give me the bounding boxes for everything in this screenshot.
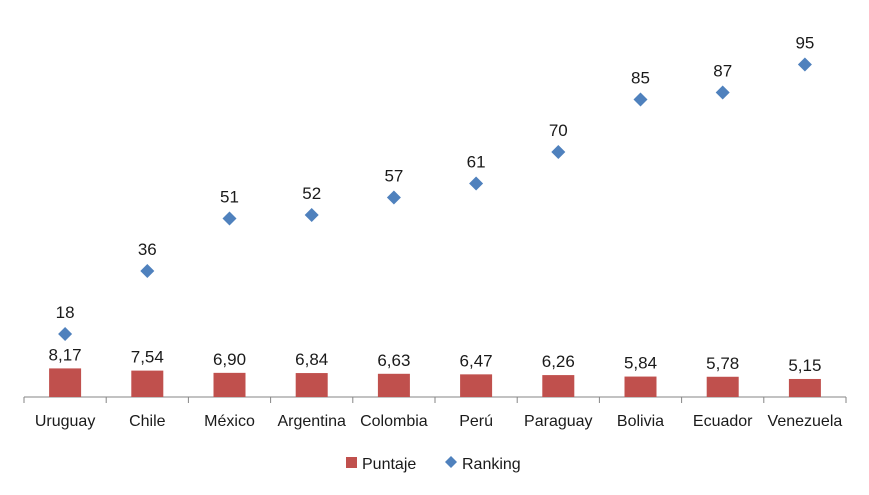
bar-puntaje: [706, 376, 739, 397]
data-label-puntaje: 8,17: [49, 345, 82, 364]
x-tick-label: Argentina: [277, 413, 346, 430]
data-label-ranking: 51: [220, 188, 239, 207]
legend-label-puntaje: Puntaje: [362, 456, 416, 473]
data-label-ranking: 95: [795, 34, 814, 53]
data-label-puntaje: 7,54: [131, 348, 164, 367]
data-label-puntaje: 5,15: [788, 356, 821, 375]
data-label-ranking: 18: [56, 303, 75, 322]
legend-marker-ranking: [445, 456, 457, 468]
x-tick-label: Colombia: [360, 413, 428, 430]
x-tick-label: Ecuador: [693, 413, 753, 430]
marker-ranking: [469, 176, 484, 191]
x-tick-label: Paraguay: [524, 413, 593, 430]
bar-puntaje: [377, 373, 410, 397]
bar-puntaje: [460, 374, 493, 397]
marker-ranking: [222, 211, 237, 226]
x-tick-label: Chile: [129, 413, 166, 430]
bar-puntaje: [788, 378, 821, 397]
x-tick-label: México: [204, 413, 255, 430]
legend-swatch-puntaje: [346, 457, 357, 468]
data-label-ranking: 85: [631, 69, 650, 88]
data-label-puntaje: 6,63: [377, 351, 410, 370]
bar-puntaje: [49, 368, 82, 397]
marker-ranking: [386, 190, 401, 205]
x-tick-label: Perú: [459, 413, 493, 430]
marker-ranking: [58, 327, 73, 341]
marker-ranking: [140, 264, 155, 278]
data-label-puntaje: 6,84: [295, 350, 328, 369]
marker-ranking: [715, 85, 730, 100]
data-label-puntaje: 5,78: [706, 354, 739, 373]
data-label-ranking: 61: [467, 153, 486, 172]
x-tick-label: Uruguay: [35, 413, 95, 430]
marker-ranking: [304, 208, 319, 222]
data-label-ranking: 70: [549, 121, 568, 140]
data-label-ranking: 36: [138, 240, 157, 259]
plot-area: Uruguay 8,17 18 Chile 7,54 36 México 6,90 51 Arge…: [23, 34, 847, 430]
data-label-puntaje: 6,90: [213, 350, 246, 369]
bar-puntaje: [295, 373, 328, 397]
data-label-puntaje: 6,47: [460, 351, 493, 370]
marker-ranking: [551, 145, 566, 159]
marker-ranking: [797, 57, 812, 72]
x-tick-label: Bolivia: [617, 413, 664, 430]
data-label-puntaje: 6,26: [542, 352, 575, 371]
bar-puntaje: [213, 372, 246, 397]
legend-label-ranking: Ranking: [462, 456, 521, 473]
bar-puntaje: [542, 375, 575, 397]
bar-puntaje: [131, 370, 164, 397]
data-label-ranking: 87: [713, 62, 732, 81]
legend: Puntaje Ranking: [346, 456, 521, 473]
data-label-puntaje: 5,84: [624, 354, 657, 373]
x-tick-label: Venezuela: [768, 413, 843, 430]
bar-puntaje: [624, 376, 657, 397]
data-label-ranking: 52: [302, 184, 321, 203]
data-label-ranking: 57: [384, 167, 403, 186]
marker-ranking: [633, 92, 648, 107]
